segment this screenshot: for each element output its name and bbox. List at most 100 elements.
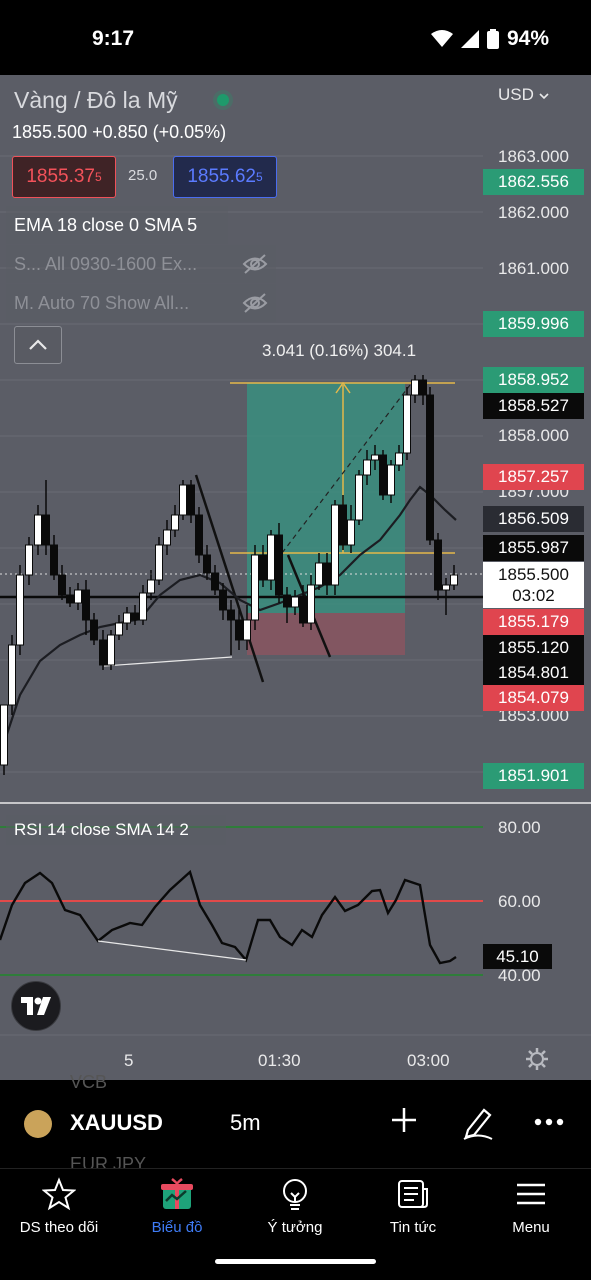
price-axis-label: 1861.000 (498, 259, 569, 278)
status-bar: 9:17 94% (0, 0, 591, 75)
candle-body (371, 454, 379, 461)
chevron-up-icon (29, 339, 47, 350)
sessions-indicator-label: S... All 0930-1600 Ex... (14, 253, 198, 274)
candle-body (307, 584, 315, 624)
candle-body (235, 619, 243, 641)
market-open-indicator (217, 94, 229, 106)
rsi-indicator-label: RSI 14 close SMA 14 2 (14, 820, 189, 839)
buy-price-sup: 5 (256, 170, 263, 184)
price-badge: 1858.527 (483, 393, 584, 419)
buy-price-main: 1855.62 (187, 166, 256, 187)
collapse-legend-button[interactable] (14, 326, 62, 364)
candle-body (426, 394, 434, 541)
battery-icon (486, 29, 499, 49)
candle-body (8, 644, 16, 706)
ema-indicator-legend[interactable]: EMA 18 close 0 SMA 5 (6, 206, 228, 244)
battery-percent: 94% (506, 27, 549, 50)
tab-menu[interactable]: Menu (472, 1169, 590, 1259)
chart-settings-gear-icon[interactable] (525, 1047, 549, 1071)
position-target-badge: 1858.952 (483, 367, 584, 393)
candle-body (195, 514, 203, 556)
price-axis-label: 1863.000 (498, 147, 569, 166)
tab-label: Menu (512, 1219, 550, 1236)
spread-value: 25.0 (128, 167, 158, 184)
tab-chart[interactable]: Biểu đồ (118, 1169, 236, 1259)
candle-countdown: 03:02 (512, 586, 555, 605)
sell-price-button[interactable]: 1855.37 5 (12, 156, 116, 198)
candle-body (34, 514, 42, 546)
pen-draw-icon[interactable] (462, 1106, 494, 1140)
candle-body (171, 514, 179, 531)
candle-body (147, 579, 155, 594)
tab-news[interactable]: Tin tức (354, 1169, 472, 1259)
signal-icon (460, 30, 479, 48)
eye-off-icon[interactable] (242, 292, 268, 314)
tab-ideas[interactable]: Ý tưởng (236, 1169, 354, 1259)
price-axis-label: 1858.000 (498, 426, 569, 445)
volume-profile-indicator-legend[interactable]: M. Auto 70 Show All... (6, 284, 276, 322)
rsi-axis-label: 40.00 (498, 966, 541, 985)
more-options-icon[interactable] (534, 1118, 564, 1126)
currency-selector[interactable]: USD (498, 85, 549, 105)
chart-area[interactable]: Vàng / Đô la Mỹ 1855.500 +0.850 (+0.05%)… (0, 75, 591, 1080)
eye-off-icon[interactable] (242, 253, 268, 275)
ema-value-badge: 1856.509 (483, 506, 584, 532)
buy-price-button[interactable]: 1855.62 5 (173, 156, 277, 198)
candle-body (442, 584, 450, 591)
price-badge: 1851.901 (483, 763, 584, 789)
time-axis-label: 5 (124, 1051, 134, 1070)
rsi-value-badge: 45.10 (483, 944, 552, 969)
current-price-badge: 1855.500 03:02 (483, 562, 584, 608)
price-chart-canvas[interactable] (0, 75, 591, 1080)
candle-body (58, 574, 66, 596)
candle-body (115, 622, 123, 636)
price-change-line: 1855.500 +0.850 (+0.05%) (12, 122, 227, 142)
home-indicator[interactable] (215, 1259, 376, 1264)
plus-icon[interactable] (390, 1106, 418, 1134)
candle-body (211, 572, 219, 591)
candle-body (187, 484, 195, 516)
rsi-axis-label: 80.00 (498, 818, 541, 837)
candle-body (50, 544, 58, 576)
price-axis-label: 1862.000 (498, 203, 569, 222)
measure-readout: 3.041 (0.16%) 304.1 (262, 341, 417, 360)
candle-body (395, 452, 403, 466)
chart-gift-icon (161, 1178, 193, 1209)
current-price-value: 1855.500 (498, 565, 569, 584)
chevron-down-icon (539, 93, 549, 100)
candle-body (434, 539, 442, 591)
candle-body (42, 514, 50, 546)
candle-body (155, 544, 163, 581)
candle-body (219, 589, 227, 611)
candle-body (259, 554, 267, 581)
gold-coins-icon (24, 1110, 52, 1138)
tradingview-logo-button[interactable] (11, 981, 61, 1031)
measure-arrowhead (335, 381, 351, 394)
candle-body (403, 394, 411, 454)
candle-body (163, 529, 171, 546)
status-time: 9:17 (92, 27, 135, 50)
candle-body (275, 534, 283, 596)
candle-body (387, 464, 395, 496)
sessions-indicator-legend[interactable]: S... All 0930-1600 Ex... (6, 245, 276, 283)
tradingview-logo-icon (21, 997, 51, 1015)
candle-body (90, 619, 98, 641)
candle-body (25, 544, 33, 576)
candle-body (16, 574, 24, 646)
candle-body (379, 454, 387, 496)
candle-body (0, 704, 8, 766)
divergence-line-price[interactable] (103, 656, 233, 667)
price-badge: 1859.996 (483, 311, 584, 337)
tab-watchlist[interactable]: DS theo dõi (0, 1169, 118, 1259)
rsi-indicator-legend[interactable]: RSI 14 close SMA 14 2 (6, 815, 226, 845)
candle-body (74, 589, 82, 604)
symbol-title: Vàng / Đô la Mỹ (14, 87, 178, 113)
candle-body (283, 594, 291, 608)
divergence-line-rsi[interactable] (97, 940, 247, 961)
interval-button[interactable]: 5m (230, 1110, 261, 1135)
candle-body (450, 574, 458, 586)
sell-price-sup: 5 (95, 170, 102, 184)
trend-line-down[interactable] (194, 474, 265, 683)
candle-body (139, 592, 147, 621)
symbol-name-button[interactable]: XAUUSD (70, 1110, 163, 1135)
